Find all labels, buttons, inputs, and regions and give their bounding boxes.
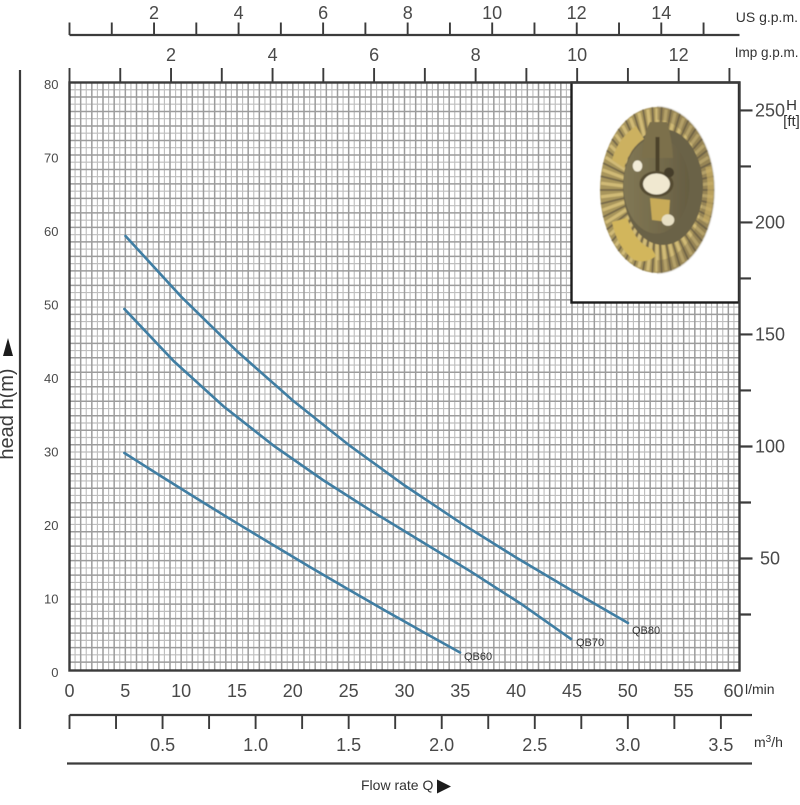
svg-text:3.5: 3.5	[708, 735, 733, 755]
svg-text:2.5: 2.5	[522, 735, 547, 755]
svg-text:6: 6	[318, 3, 328, 23]
svg-text:250: 250	[755, 100, 785, 120]
svg-text:70: 70	[44, 150, 58, 165]
svg-text:3.0: 3.0	[615, 735, 640, 755]
svg-text:H: H	[786, 97, 797, 114]
svg-text:4: 4	[268, 45, 278, 65]
svg-text:100: 100	[755, 437, 785, 457]
svg-text:0: 0	[64, 681, 74, 701]
svg-text:US g.p.m.: US g.p.m.	[736, 9, 798, 25]
svg-text:m3/h: m3/h	[754, 734, 783, 750]
svg-text:2.0: 2.0	[429, 735, 454, 755]
svg-text:12: 12	[669, 45, 689, 65]
svg-text:15: 15	[227, 681, 247, 701]
svg-text:1.5: 1.5	[336, 735, 361, 755]
svg-text:60: 60	[44, 224, 58, 239]
svg-text:25: 25	[339, 681, 359, 701]
svg-text:QB80: QB80	[632, 625, 660, 637]
svg-text:30: 30	[394, 681, 414, 701]
svg-text:8: 8	[403, 3, 413, 23]
svg-text:Imp g.p.m.: Imp g.p.m.	[735, 45, 799, 60]
svg-text:55: 55	[674, 681, 694, 701]
svg-text:5: 5	[120, 681, 130, 701]
svg-text:0: 0	[51, 665, 58, 680]
svg-text:35: 35	[450, 681, 470, 701]
svg-text:10: 10	[44, 591, 58, 606]
svg-text:30: 30	[44, 444, 58, 459]
svg-text:4: 4	[234, 3, 244, 23]
svg-text:150: 150	[755, 325, 785, 345]
svg-text:6: 6	[369, 45, 379, 65]
svg-text:14: 14	[651, 3, 671, 23]
svg-text:8: 8	[471, 45, 481, 65]
svg-text:50: 50	[44, 297, 58, 312]
svg-text:l/min: l/min	[745, 681, 775, 697]
svg-text:2: 2	[149, 3, 159, 23]
svg-text:50: 50	[618, 681, 638, 701]
svg-text:1.0: 1.0	[243, 735, 268, 755]
svg-text:80: 80	[44, 77, 58, 92]
svg-text:QB60: QB60	[464, 651, 492, 663]
svg-text:45: 45	[562, 681, 582, 701]
svg-text:head h(m): head h(m)	[0, 368, 18, 459]
svg-text:50: 50	[760, 549, 780, 569]
svg-text:12: 12	[567, 3, 587, 23]
svg-text:10: 10	[171, 681, 191, 701]
svg-text:10: 10	[567, 45, 587, 65]
svg-text:40: 40	[506, 681, 526, 701]
svg-text:2: 2	[166, 45, 176, 65]
svg-text:10: 10	[482, 3, 502, 23]
svg-text:60: 60	[723, 681, 743, 701]
svg-text:QB70: QB70	[576, 637, 604, 649]
svg-text:20: 20	[44, 518, 58, 533]
svg-text:200: 200	[755, 212, 785, 232]
svg-text:40: 40	[44, 371, 58, 386]
svg-text:0.5: 0.5	[150, 735, 175, 755]
svg-text:20: 20	[283, 681, 303, 701]
svg-text:Flow rate Q: Flow rate Q	[361, 777, 433, 793]
svg-text:[ft]: [ft]	[783, 113, 800, 130]
